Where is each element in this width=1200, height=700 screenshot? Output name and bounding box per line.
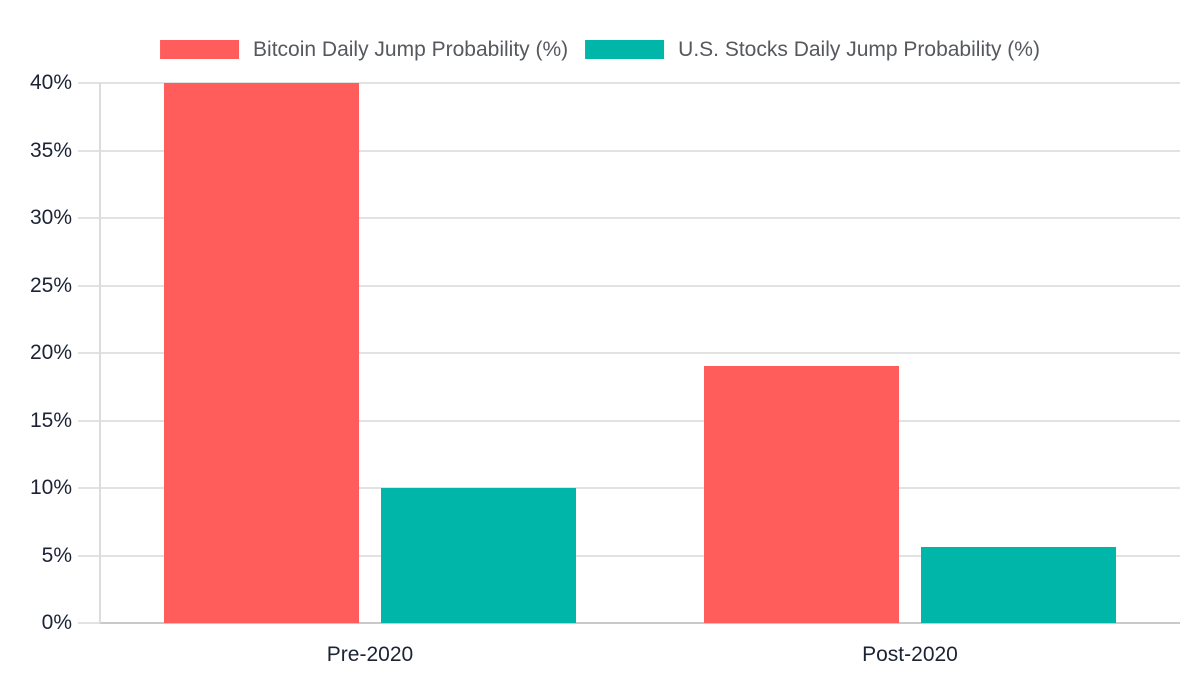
legend-label-us-stocks: U.S. Stocks Daily Jump Probability (%) (678, 38, 1040, 61)
bar-us-stocks-post-2020 (921, 547, 1116, 623)
y-axis-line (99, 83, 101, 623)
gridline (100, 284, 1180, 287)
y-tick-label: 10% (29, 476, 72, 499)
y-tick-mark (78, 352, 100, 354)
y-tick-label: 30% (29, 206, 72, 229)
y-tick-label: 15% (29, 408, 72, 432)
chart-legend: Bitcoin Daily Jump Probability (%) U.S. … (160, 36, 1040, 63)
bar-bitcoin-pre-2020 (164, 83, 359, 623)
gridline (100, 82, 1180, 84)
x-tick-label: Post-2020 (862, 643, 958, 666)
bar-bitcoin-post-2020 (704, 366, 899, 623)
y-tick-label: 0% (41, 611, 72, 634)
y-tick-mark (78, 82, 100, 84)
legend-item-us-stocks[interactable]: U.S. Stocks Daily Jump Probability (%) (585, 36, 1040, 63)
gridline (100, 487, 1180, 489)
y-tick-label: 5% (41, 543, 72, 567)
x-tick-label: Pre-2020 (326, 643, 414, 666)
gridline (100, 419, 1180, 422)
y-tick-label: 20% (29, 341, 72, 364)
y-tick-mark (78, 419, 100, 422)
y-tick-label: 40% (29, 71, 72, 94)
gridline (100, 352, 1180, 354)
y-tick-mark (78, 487, 100, 489)
y-tick-mark (78, 217, 100, 219)
y-tick-mark (78, 284, 100, 287)
y-tick-label: 25% (29, 273, 72, 297)
legend-item-bitcoin[interactable]: Bitcoin Daily Jump Probability (%) (160, 36, 568, 63)
legend-swatch-bitcoin (160, 40, 240, 59)
y-tick-label: 35% (29, 138, 72, 162)
gridline (100, 149, 1180, 152)
legend-label-bitcoin: Bitcoin Daily Jump Probability (%) (253, 38, 569, 61)
gridline (100, 217, 1180, 219)
bar-us-stocks-pre-2020 (381, 488, 576, 623)
legend-swatch-us-stocks (585, 40, 665, 59)
y-tick-mark (78, 554, 100, 557)
x-axis-baseline (100, 622, 1180, 624)
y-tick-mark (78, 622, 100, 624)
y-tick-mark (78, 149, 100, 152)
gridline (100, 554, 1180, 557)
